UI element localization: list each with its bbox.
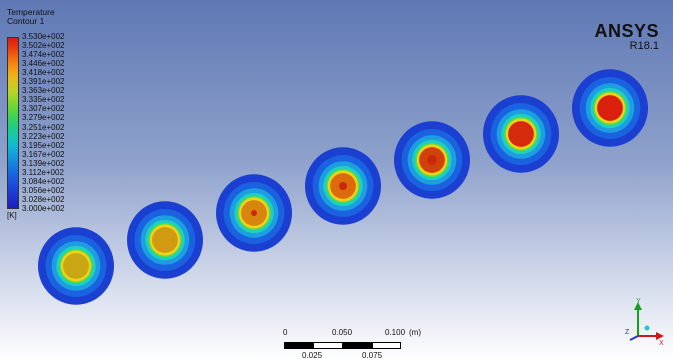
scale-label-0025: 0.025 (302, 351, 323, 360)
scale-label-0050: 0.050 (332, 328, 353, 337)
contour-hotspot (339, 182, 347, 190)
legend-tick-label: 3.279e+002 (22, 113, 65, 123)
contour-disk (305, 147, 381, 225)
brand-version: R18.1 (629, 40, 659, 52)
legend-tick-label: 3.474e+002 (22, 50, 65, 60)
legend-variable: Temperature (7, 7, 55, 17)
triad-center-marker (644, 325, 650, 331)
legend-tick-label: 3.167e+002 (22, 149, 65, 159)
legend-tick-label: 3.056e+002 (22, 185, 65, 195)
legend-tick-label: 3.195e+002 (22, 140, 65, 150)
ansys-logo: ANSYS R18.1 (594, 22, 659, 52)
legend-tick-label: 3.084e+002 (22, 176, 65, 186)
legend-title: Temperature Contour 1 (7, 8, 55, 26)
legend-tick-label: 3.307e+002 (22, 104, 65, 114)
legend-tick-label: 3.391e+002 (22, 77, 65, 87)
legend-tick-label: 3.446e+002 (22, 59, 65, 69)
legend-contour-name: Contour 1 (7, 16, 45, 26)
scale-label-0100: 0.100 (385, 328, 406, 337)
contour-disk (394, 121, 470, 199)
legend-tick-label: 3.363e+002 (22, 86, 65, 96)
legend-color-bar (7, 37, 19, 209)
contour-disk (127, 201, 203, 279)
contour-core (63, 253, 89, 279)
contour-disk (572, 69, 648, 147)
legend-tick-label: 3.335e+002 (22, 95, 65, 105)
contour-core (152, 227, 178, 253)
scale-label-0075: 0.075 (362, 351, 383, 360)
legend-tick-label: 3.139e+002 (22, 158, 65, 168)
legend-tick-label: 3.251e+002 (22, 122, 65, 132)
scale-segment (284, 342, 314, 349)
legend-unit: [K] (7, 211, 17, 220)
contour-core (508, 121, 534, 147)
legend-tick-label: 3.112e+002 (22, 167, 64, 177)
scale-segment (371, 342, 401, 349)
legend-tick-label: 3.000e+002 (22, 204, 65, 213)
scale-segment (313, 342, 343, 349)
axis-triad[interactable]: Y X Z (618, 296, 666, 346)
legend-tick-label: 3.223e+002 (22, 131, 65, 141)
x-axis-label: X (659, 340, 664, 346)
brand-name: ANSYS (594, 21, 659, 41)
x-axis-arrow (656, 332, 664, 340)
legend-tick-label: 3.028e+002 (22, 194, 65, 204)
scale-label-0: 0 (283, 328, 288, 337)
scale-unit: (m) (409, 328, 421, 337)
contour-disk (216, 174, 292, 252)
contour-core (597, 95, 623, 121)
legend-tick-label: 3.530e+002 (22, 32, 65, 41)
legend-tick-label: 3.418e+002 (22, 68, 65, 78)
contour-disk (483, 95, 559, 173)
y-axis-label: Y (636, 298, 641, 305)
contour-hotspot (251, 210, 257, 216)
legend-tick-label: 3.502e+002 (22, 41, 65, 51)
z-axis-label: Z (625, 329, 630, 336)
y-axis-arrow (634, 302, 642, 310)
contour-hotspot (427, 155, 437, 165)
scale-segment (342, 342, 372, 349)
z-axis-line (629, 335, 639, 341)
scale-bar (284, 342, 401, 349)
contour-disk (38, 227, 114, 305)
